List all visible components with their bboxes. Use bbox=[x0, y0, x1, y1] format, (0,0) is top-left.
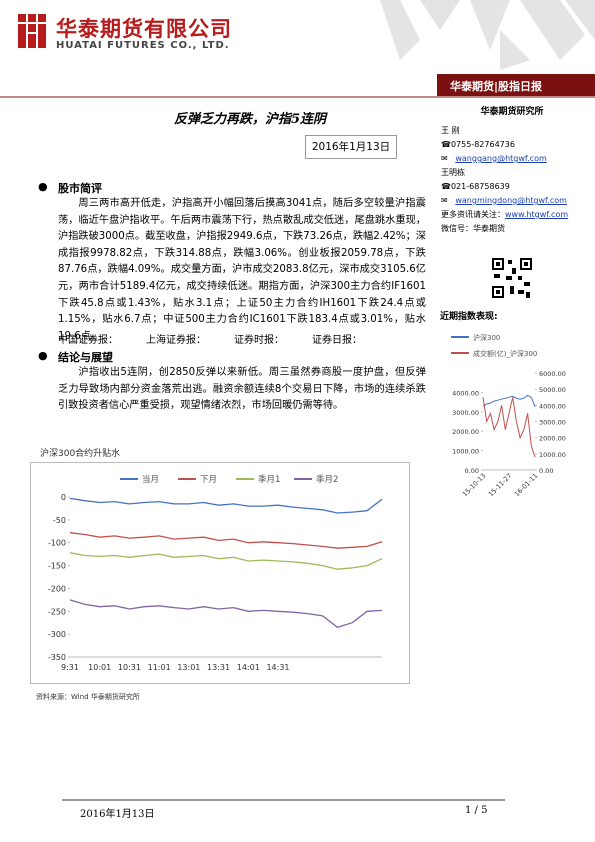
legend-label: 季月1 bbox=[258, 474, 280, 485]
header-graphic bbox=[0, 0, 595, 98]
legend-label: 沪深300 bbox=[473, 333, 500, 342]
phone-icon: ☎ bbox=[441, 182, 451, 191]
company-en: HUATAI FUTURES CO., LTD. bbox=[56, 40, 230, 51]
press: 上海证券报： bbox=[146, 335, 206, 346]
series-line bbox=[69, 552, 383, 570]
bullet: ● bbox=[38, 180, 48, 193]
legend-label: 成交额(亿)_沪深300 bbox=[473, 349, 537, 358]
press: 中国证券报： bbox=[58, 335, 118, 346]
y2-tick-label: 3000.00 bbox=[539, 419, 566, 427]
series-line bbox=[69, 599, 383, 629]
y2-tick-label: 1000.00 bbox=[539, 451, 566, 459]
y-tick-label: 0 bbox=[61, 493, 66, 502]
y-tick-label: 0.00 bbox=[465, 467, 479, 475]
y2-tick-label: 5000.00 bbox=[539, 386, 566, 394]
email[interactable]: wanggang@htgwf.com bbox=[455, 154, 547, 163]
x-tick-label: 14:01 bbox=[237, 663, 260, 672]
y-tick-label: 3000.00 bbox=[452, 409, 479, 417]
index-chart: 0.00 1000.00 2000.00 3000.00 4000.00 0.00 1000… bbox=[451, 333, 566, 499]
x-tick-label: 14:31 bbox=[266, 663, 289, 672]
x-tick-label: 15-10-13 bbox=[461, 472, 488, 499]
y-tick-label: -150 bbox=[48, 562, 66, 571]
contact-name: 王明栋 bbox=[441, 168, 465, 177]
y-tick-label: -100 bbox=[48, 539, 66, 548]
legend-label: 下月 bbox=[200, 475, 217, 485]
section-heading: 股市简评 bbox=[58, 182, 102, 195]
band-title: 华泰期货|股指日报 bbox=[450, 80, 543, 93]
company: 华泰期货有限公司 bbox=[56, 17, 232, 41]
wechat: 微信号：华泰期货 bbox=[441, 224, 505, 233]
source: 资料来源：Wind 华泰期货研究所 bbox=[36, 693, 140, 701]
y-tick-label: -350 bbox=[48, 653, 66, 662]
press: 证券日报： bbox=[312, 335, 362, 346]
website[interactable]: www.htgwf.com bbox=[505, 210, 569, 219]
y-tick-label: -300 bbox=[48, 630, 66, 639]
report-title: 反弹乏力再跌，沪指5连阴 bbox=[173, 112, 327, 127]
contact-name: 王 刚 bbox=[441, 126, 460, 135]
y2-tick-label: 2000.00 bbox=[539, 435, 566, 443]
x-tick-label: 11:01 bbox=[148, 663, 171, 672]
chart-title: 沪深300合约升贴水 bbox=[40, 449, 121, 459]
y-tick-label: 2000.00 bbox=[452, 428, 479, 436]
email[interactable]: wangmingdong@htgwf.com bbox=[455, 196, 567, 205]
y2-tick-label: 0.00 bbox=[539, 467, 553, 475]
y2-tick-label: 6000.00 bbox=[539, 370, 566, 378]
x-tick-label: 9:31 bbox=[61, 663, 79, 672]
phone: 021-68758639 bbox=[450, 182, 510, 191]
series-line bbox=[482, 394, 536, 408]
x-tick-label: 10:01 bbox=[88, 663, 111, 672]
mail-icon: ✉ bbox=[441, 154, 456, 163]
series-line bbox=[482, 397, 536, 458]
x-tick-label: 15-11-27 bbox=[487, 472, 514, 499]
mail-icon: ✉ bbox=[441, 196, 456, 205]
y-tick-label: 4000.00 bbox=[452, 389, 479, 397]
x-tick-label: 10:31 bbox=[118, 663, 141, 672]
press: 证券时报： bbox=[234, 335, 284, 346]
contacts: 王 刚 ☎0755-82764736 ✉ wanggang@htgwf.com … bbox=[441, 124, 591, 236]
x-tick-label: 13:31 bbox=[207, 663, 230, 672]
y2-tick-label: 4000.00 bbox=[539, 402, 566, 410]
chart-frame bbox=[30, 462, 410, 684]
index-heading: 近期指数表现: bbox=[440, 312, 498, 322]
phone-icon: ☎ bbox=[441, 140, 451, 149]
qr-code bbox=[490, 256, 534, 300]
press-row: 中国证券报： 上海证券报： 证券时报： 证券日报： bbox=[58, 331, 362, 346]
bullet: ● bbox=[38, 349, 48, 362]
x-tick-label: 13:01 bbox=[177, 663, 200, 672]
y-tick-label: -250 bbox=[48, 607, 66, 616]
footer-rule bbox=[62, 799, 505, 801]
page-number: 1 / 5 bbox=[465, 805, 488, 816]
y-tick-label: 1000.00 bbox=[452, 448, 479, 456]
y-tick-label: -50 bbox=[53, 516, 66, 525]
phone: 0755-82764736 bbox=[450, 140, 515, 149]
section-heading: 结论与展望 bbox=[58, 351, 113, 364]
date-box: 2016年1月13日 bbox=[305, 135, 397, 159]
institute: 华泰期货研究所 bbox=[480, 107, 544, 117]
more-label: 更多资讯请关注： bbox=[441, 210, 505, 219]
series-line bbox=[69, 497, 383, 514]
x-tick-label: 16-01-11 bbox=[513, 472, 540, 499]
section-text: 周三两市高开低走，沪指高开小幅回落后摸高3041点，随后多空较量沪指震荡，临近午… bbox=[58, 198, 426, 342]
footer-date: 2016年1月13日 bbox=[80, 809, 155, 820]
y-tick-label: -200 bbox=[48, 584, 66, 593]
series-line bbox=[69, 532, 383, 549]
section-text: 沪指收出5连阴，创2850反弹以来新低。周三虽然券商股一度护盘，但反弹乏力导致场… bbox=[58, 367, 426, 412]
legend-label: 当月 bbox=[142, 474, 159, 485]
legend-label: 季月2 bbox=[316, 474, 338, 485]
